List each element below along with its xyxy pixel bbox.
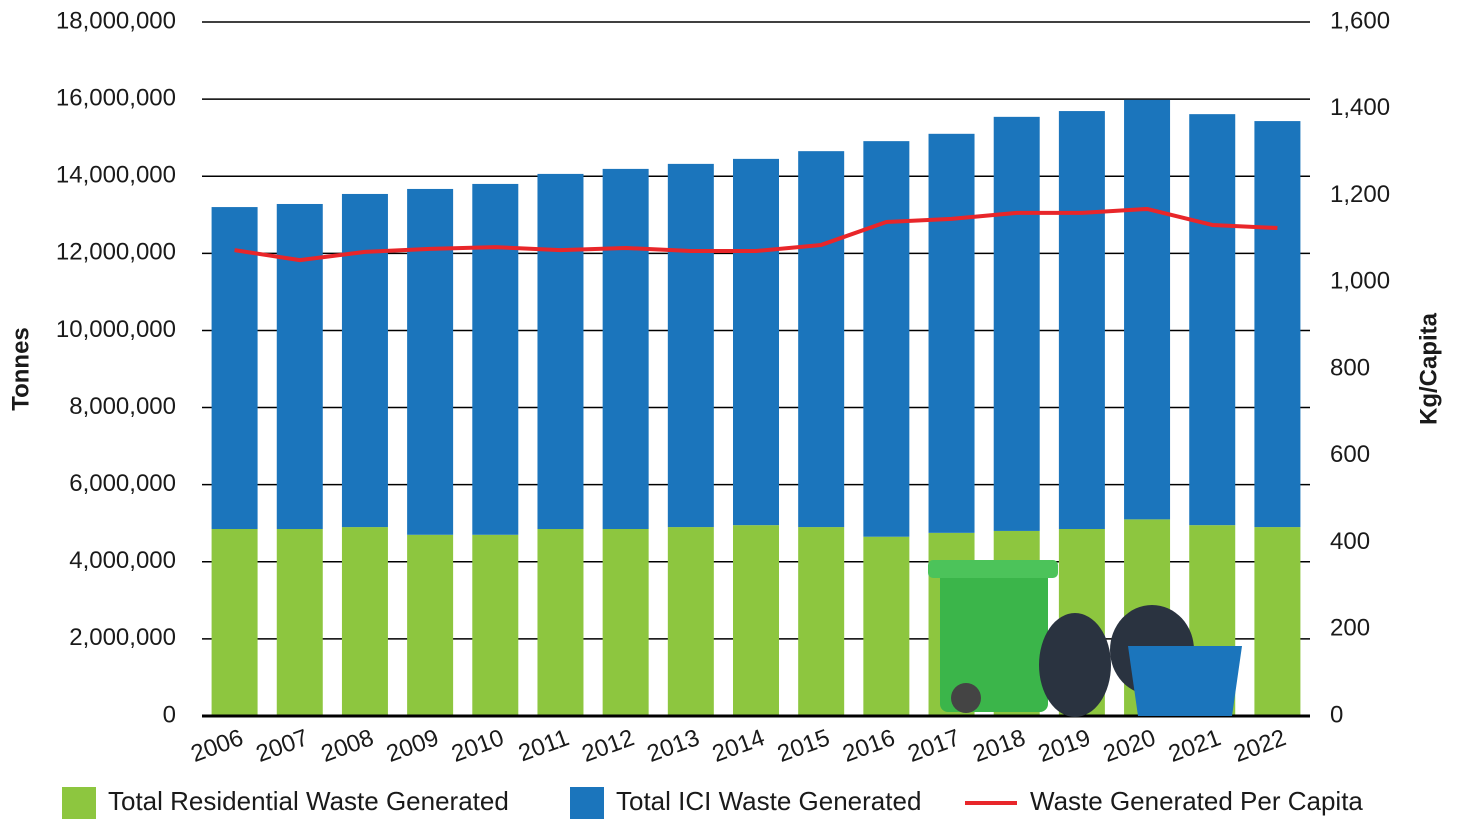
y-tick-label: 6,000,000 (69, 470, 176, 497)
bar (277, 204, 323, 529)
bar (733, 159, 779, 525)
bar (342, 527, 388, 716)
x-tick-label: 2019 (1035, 724, 1094, 768)
x-tick-label: 2010 (448, 724, 507, 768)
x-tick-label: 2006 (187, 724, 246, 768)
bar (537, 529, 583, 716)
y2-tick-label: 800 (1330, 354, 1370, 381)
x-tick-label: 2009 (383, 724, 442, 768)
y-tick-label: 10,000,000 (56, 316, 176, 343)
x-tick-label: 2014 (709, 724, 768, 768)
y-tick-label: 12,000,000 (56, 239, 176, 266)
y-tick-label: 18,000,000 (56, 7, 176, 34)
bar (603, 169, 649, 529)
x-tick-label: 2018 (970, 724, 1029, 768)
x-tick-label: 2011 (515, 724, 573, 767)
bar (733, 525, 779, 716)
bar (1124, 100, 1170, 519)
page: {"chart_data": {"type": "bar", "categori… (0, 0, 1458, 823)
bar (407, 189, 453, 535)
legend: Total Residential Waste Generated Total I… (62, 786, 1363, 819)
x-tick-label: 2007 (253, 724, 312, 768)
y2-tick-label: 0 (1330, 701, 1343, 728)
x-tick-label: 2017 (904, 724, 963, 768)
trash-bag (1039, 613, 1111, 717)
bar (863, 537, 909, 716)
green-bin-lid (928, 560, 1058, 578)
bar (668, 164, 714, 527)
y-tick-label: 14,000,000 (56, 162, 176, 189)
bin-wheel (951, 683, 981, 713)
x-tick-label: 2022 (1230, 724, 1289, 768)
bar (537, 174, 583, 529)
legend-swatch (62, 787, 96, 819)
y-tick-label: 2,000,000 (69, 624, 176, 651)
bar (798, 151, 844, 527)
y-axis-title: Tonnes (7, 327, 34, 411)
legend-label: Waste Generated Per Capita (1030, 786, 1363, 816)
y2-tick-label: 1,400 (1330, 94, 1390, 121)
chart: Tonnes Kg/Capita 0 2,000,000 4,000,000 6,00… (0, 0, 1458, 823)
y2-tick-label: 400 (1330, 528, 1370, 555)
y2-tick-label: 1,000 (1330, 268, 1390, 295)
bar (472, 184, 518, 535)
bar (212, 207, 258, 529)
y-tick-label: 8,000,000 (69, 393, 176, 420)
bar (863, 141, 909, 537)
y-tick-label: 16,000,000 (56, 84, 176, 111)
bar (1059, 111, 1105, 529)
bar (1254, 527, 1300, 716)
y-tick-label: 0 (163, 701, 176, 728)
bar (212, 529, 258, 716)
x-tick-label: 2015 (774, 724, 833, 768)
bar (1254, 121, 1300, 527)
x-tick-label: 2020 (1100, 724, 1159, 768)
bar (668, 527, 714, 716)
x-tick-label: 2016 (839, 724, 898, 768)
x-tick-label: 2021 (1165, 724, 1224, 768)
bar (603, 529, 649, 716)
legend-swatch (570, 787, 604, 819)
x-tick-label: 2008 (318, 724, 377, 768)
bar (1189, 114, 1235, 525)
bar (994, 117, 1040, 531)
legend-label: Total ICI Waste Generated (616, 786, 921, 816)
bar (277, 529, 323, 716)
y-tick-label: 4,000,000 (69, 547, 176, 574)
bar (407, 535, 453, 716)
blue-box (1128, 646, 1242, 716)
y2-tick-label: 600 (1330, 441, 1370, 468)
bar (342, 194, 388, 527)
y2-axis-title: Kg/Capita (1415, 312, 1442, 425)
y2-tick-label: 1,600 (1330, 7, 1390, 34)
bar (929, 134, 975, 533)
bar (472, 535, 518, 716)
y2-tick-label: 1,200 (1330, 181, 1390, 208)
y2-tick-label: 200 (1330, 615, 1370, 642)
x-tick-label: 2013 (644, 724, 703, 768)
x-tick-label: 2012 (578, 724, 637, 768)
bar (798, 527, 844, 716)
legend-label: Total Residential Waste Generated (108, 786, 509, 816)
